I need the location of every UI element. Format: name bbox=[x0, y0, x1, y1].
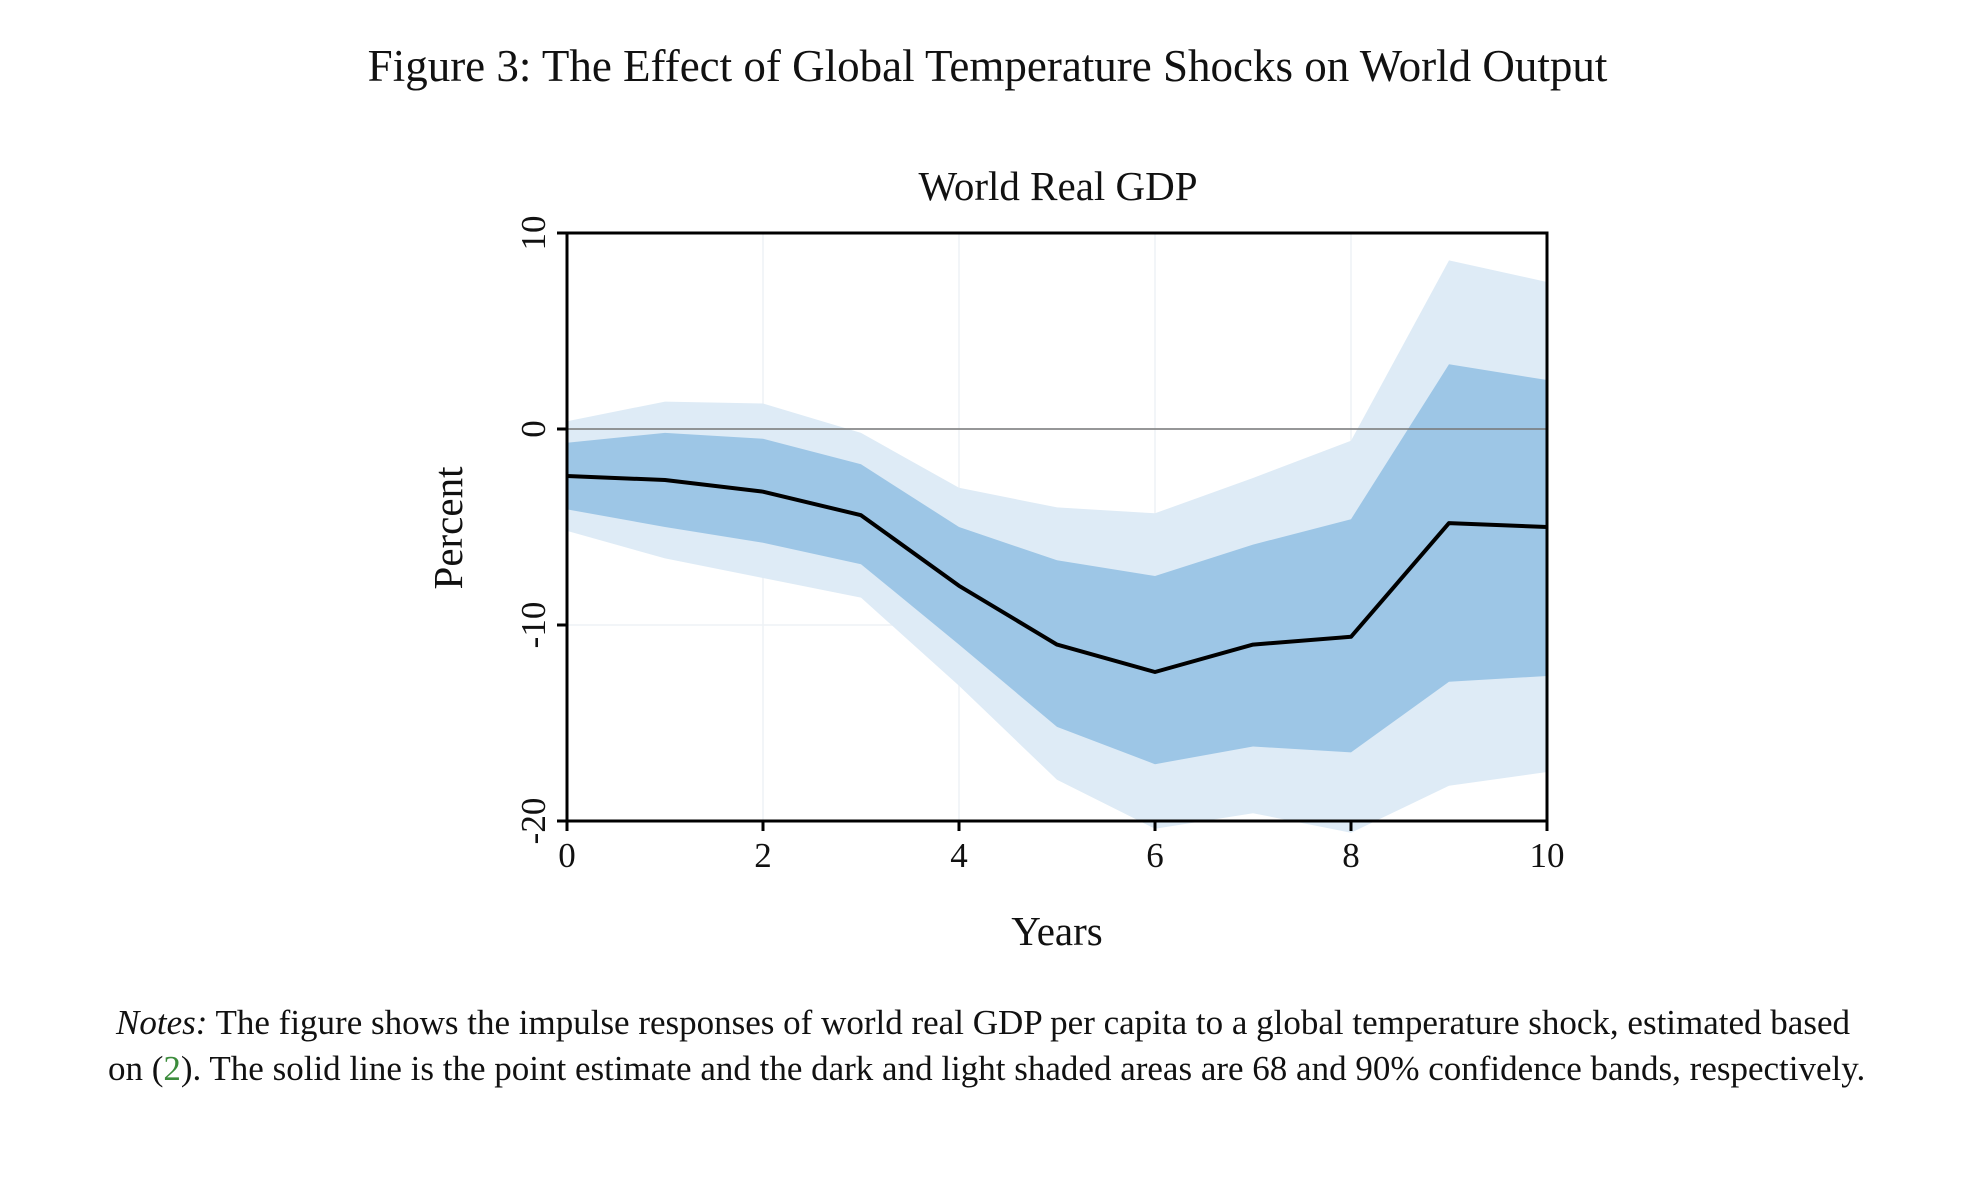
notes-text-2: ). The solid line is the point estimate … bbox=[180, 1049, 1866, 1088]
confidence-bands bbox=[567, 260, 1547, 833]
notes-equation-ref[interactable]: 2 bbox=[163, 1049, 181, 1088]
figure-notes: Notes: The figure shows the impulse resp… bbox=[108, 1000, 1868, 1092]
chart-title: World Real GDP bbox=[918, 163, 1197, 209]
band-68 bbox=[567, 364, 1547, 765]
x-axis-label: Years bbox=[1011, 908, 1103, 954]
x-axis: 0 2 4 6 8 10 bbox=[558, 821, 1565, 875]
y-tick-label-3: -20 bbox=[514, 798, 553, 845]
y-tick-label-2: -10 bbox=[514, 602, 553, 649]
plot-frame bbox=[565, 231, 1549, 823]
x-tick-label-1: 2 bbox=[754, 836, 772, 875]
x-tick-label-2: 4 bbox=[950, 836, 968, 875]
point-estimate-line bbox=[566, 474, 1548, 674]
point-estimate bbox=[566, 474, 1548, 674]
y-axis-label: Percent bbox=[425, 466, 471, 590]
x-tick-label-0: 0 bbox=[558, 836, 576, 875]
x-tick-label-3: 6 bbox=[1146, 836, 1164, 875]
x-tick-label-5: 10 bbox=[1530, 836, 1565, 875]
y-tick-label-0: 10 bbox=[514, 216, 553, 251]
chart: World Real GDP 10 0 -10 -20 0 2 4 6 8 10 Percent… bbox=[425, 163, 1565, 954]
y-tick-label-1: 0 bbox=[514, 420, 553, 438]
x-tick-label-4: 8 bbox=[1342, 836, 1360, 875]
figure-caption: Figure 3: The Effect of Global Temperatu… bbox=[367, 41, 1608, 91]
notes-lead: Notes: bbox=[116, 1003, 208, 1042]
notes-text-1: The figure shows the impulse responses o… bbox=[108, 1003, 1850, 1088]
y-axis: 10 0 -10 -20 bbox=[514, 216, 567, 845]
